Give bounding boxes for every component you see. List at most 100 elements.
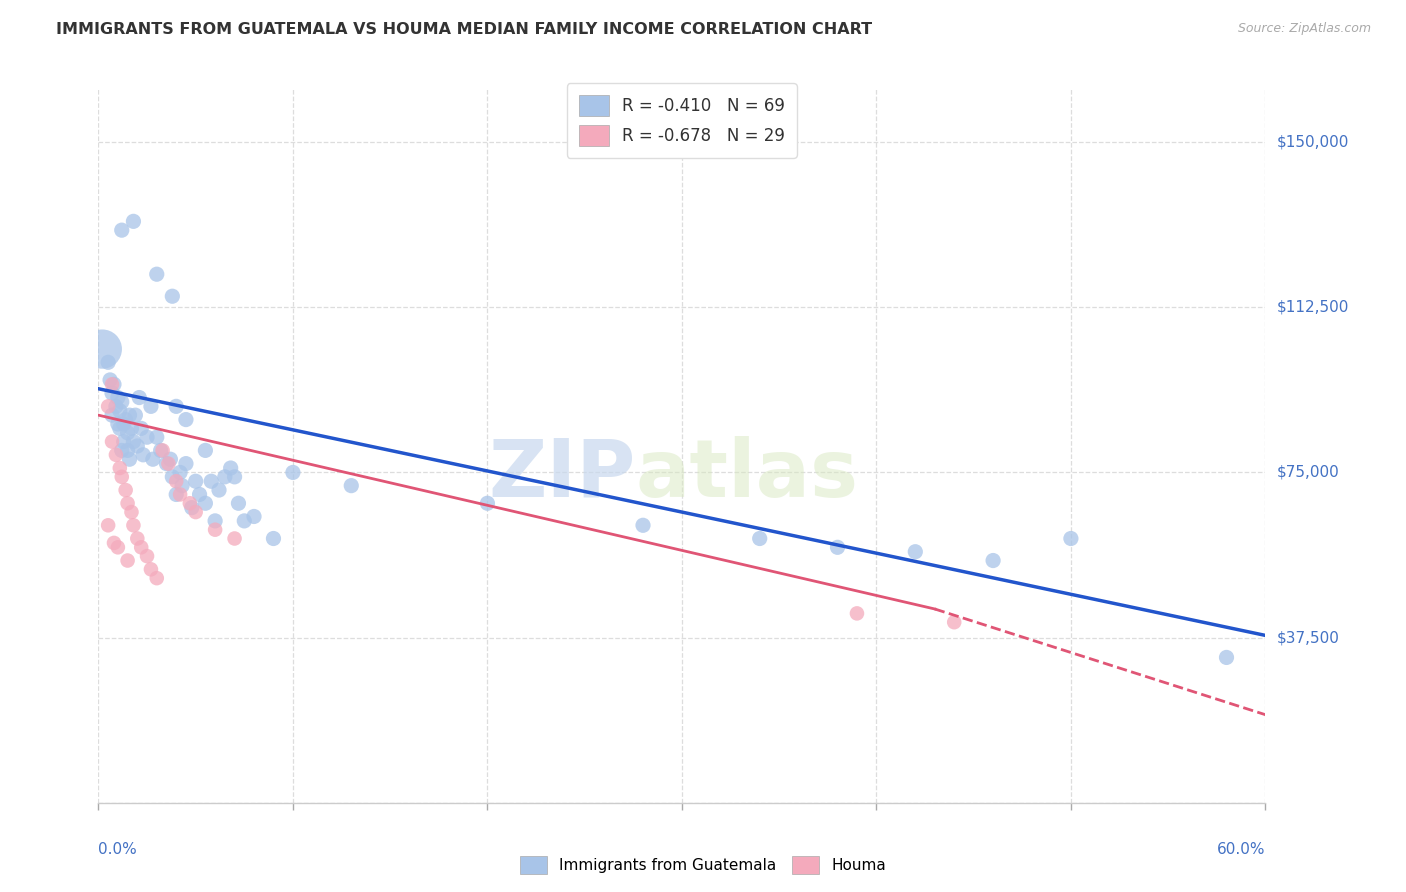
Point [103, 377, 125, 392]
Point [111, 443, 134, 458]
Point [146, 267, 169, 281]
Point [121, 505, 143, 519]
Text: $75,000: $75,000 [1277, 465, 1340, 480]
Point [101, 408, 124, 422]
Point [188, 487, 211, 501]
Point [155, 457, 177, 471]
Point [233, 514, 256, 528]
Point [101, 377, 124, 392]
Point [162, 289, 184, 303]
Point [200, 475, 222, 489]
Text: 0.0%: 0.0% [98, 842, 138, 857]
Point [170, 478, 193, 492]
Point [112, 417, 135, 431]
Point [104, 448, 127, 462]
Point [262, 532, 284, 546]
Point [943, 615, 966, 630]
Point [179, 496, 201, 510]
Point [340, 478, 363, 492]
Point [1215, 650, 1237, 665]
Point [159, 452, 181, 467]
Point [846, 607, 869, 621]
Text: $150,000: $150,000 [1277, 135, 1348, 150]
Point [108, 421, 131, 435]
Point [748, 532, 770, 546]
Point [224, 470, 246, 484]
Point [174, 457, 197, 471]
Point [124, 408, 146, 422]
Text: $112,500: $112,500 [1277, 300, 1348, 315]
Point [228, 496, 250, 510]
Point [165, 487, 187, 501]
Point [122, 434, 145, 449]
Point [118, 408, 141, 422]
Text: $37,500: $37,500 [1277, 630, 1340, 645]
Point [204, 514, 226, 528]
Point [128, 391, 150, 405]
Point [122, 214, 145, 228]
Point [208, 483, 231, 497]
Point [104, 400, 127, 414]
Point [114, 483, 136, 497]
Point [111, 223, 134, 237]
Point [117, 553, 139, 567]
Point [132, 448, 155, 462]
Point [224, 532, 246, 546]
Point [827, 541, 849, 555]
Point [165, 475, 187, 489]
Point [477, 496, 499, 510]
Point [174, 412, 197, 426]
Point [136, 430, 159, 444]
Point [107, 541, 129, 555]
Point [129, 541, 152, 555]
Point [101, 434, 124, 449]
Point [219, 461, 242, 475]
Point [103, 536, 125, 550]
Text: atlas: atlas [636, 435, 858, 514]
Legend: R = -0.410   N = 69, R = -0.678   N = 29: R = -0.410 N = 69, R = -0.678 N = 29 [567, 83, 797, 158]
Point [162, 470, 184, 484]
Point [146, 430, 169, 444]
Point [184, 505, 207, 519]
Point [98, 373, 121, 387]
Point [146, 571, 169, 585]
Point [108, 403, 131, 417]
Point [121, 421, 143, 435]
Point [111, 470, 134, 484]
Text: Source: ZipAtlas.com: Source: ZipAtlas.com [1237, 22, 1371, 36]
Point [904, 545, 927, 559]
Point [101, 386, 124, 401]
Point [281, 466, 304, 480]
Point [122, 518, 145, 533]
Point [194, 496, 217, 510]
Point [112, 434, 135, 449]
Point [107, 417, 129, 431]
Text: 60.0%: 60.0% [1218, 842, 1265, 857]
Point [169, 466, 191, 480]
Point [129, 421, 152, 435]
Point [149, 443, 172, 458]
Point [114, 412, 136, 426]
Point [243, 509, 266, 524]
Point [107, 391, 129, 405]
Legend: Immigrants from Guatemala, Houma: Immigrants from Guatemala, Houma [513, 850, 893, 880]
Point [1060, 532, 1083, 546]
Point [981, 553, 1004, 567]
Point [157, 457, 180, 471]
Point [142, 452, 165, 467]
Point [204, 523, 226, 537]
Point [97, 518, 120, 533]
Point [91, 342, 114, 356]
Point [136, 549, 159, 563]
Point [127, 439, 149, 453]
Point [631, 518, 654, 533]
Point [117, 425, 139, 440]
Point [139, 400, 162, 414]
Point [194, 443, 217, 458]
Point [139, 562, 162, 576]
Point [108, 461, 131, 475]
Point [97, 400, 120, 414]
Text: ZIP: ZIP [488, 435, 636, 514]
Point [152, 443, 174, 458]
Point [127, 532, 149, 546]
